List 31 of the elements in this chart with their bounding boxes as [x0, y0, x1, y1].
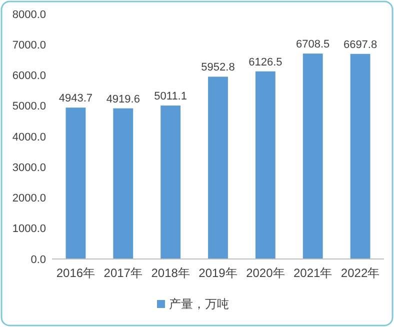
y-tick-label: 8000.0	[12, 8, 46, 21]
x-tick-label: 2022年	[340, 266, 380, 280]
y-tick-label: 4000.0	[12, 131, 46, 144]
y-tick-label: 1000.0	[12, 223, 46, 236]
bar	[113, 108, 134, 259]
data-label: 6697.8	[343, 38, 378, 51]
bar	[160, 106, 181, 259]
y-tick-label: 6000.0	[12, 70, 46, 82]
data-label: 4943.7	[58, 92, 93, 105]
x-tick-label: 2018年	[151, 266, 190, 280]
y-tick-label: 5000.0	[12, 100, 46, 113]
y-tick-label: 3000.0	[12, 162, 46, 174]
data-label: 5952.8	[201, 62, 235, 74]
data-label: 4919.6	[106, 93, 140, 106]
y-tick-label: 0.0	[30, 254, 46, 266]
data-label: 6708.5	[296, 38, 330, 51]
bar	[66, 108, 86, 259]
data-label: 6126.5	[248, 56, 282, 68]
x-tick-label: 2021年	[294, 266, 332, 280]
bar	[255, 71, 276, 259]
y-tick-label: 2000.0	[12, 192, 46, 205]
x-tick-label: 2017年	[104, 266, 142, 280]
bar	[208, 76, 228, 259]
y-tick-label: 7000.0	[12, 39, 46, 52]
bar	[350, 54, 370, 259]
x-tick-label: 2019年	[198, 266, 238, 280]
legend-label: 产量，万吨	[169, 297, 229, 311]
x-tick-label: 2020年	[246, 266, 285, 280]
x-tick-label: 2016年	[56, 266, 96, 280]
data-label: 5011.1	[154, 90, 187, 103]
bar	[302, 54, 323, 259]
